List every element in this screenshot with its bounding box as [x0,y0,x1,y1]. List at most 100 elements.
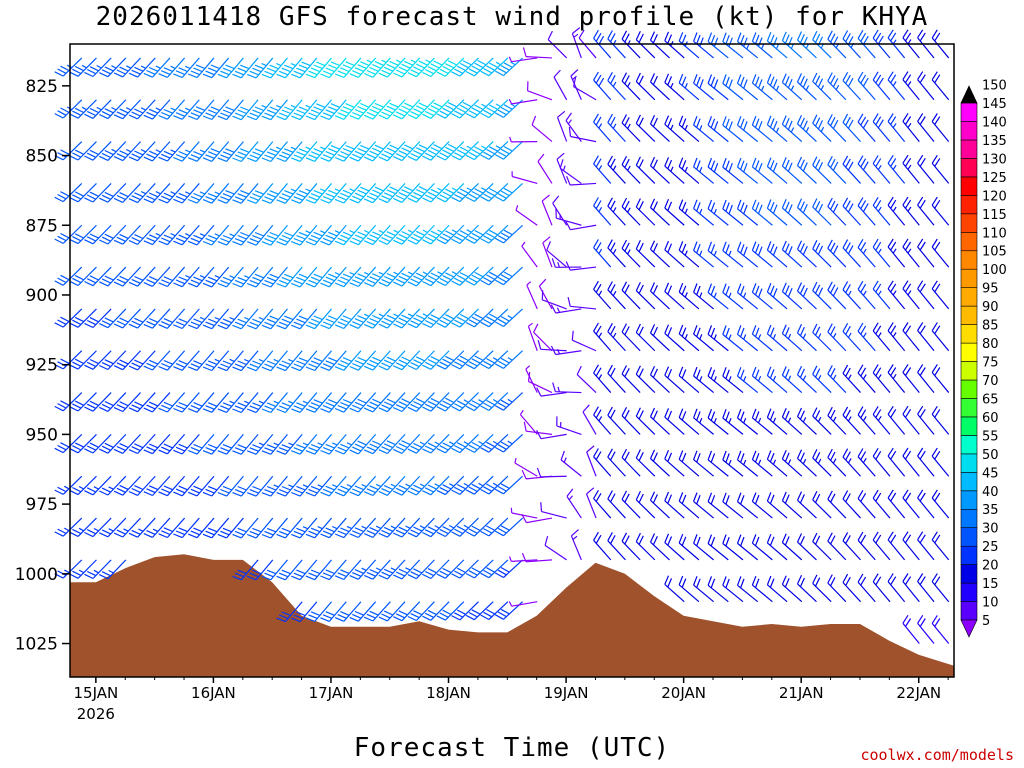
barb-flag [781,31,787,41]
barb-half-flag [346,484,352,488]
barb-flag [74,442,84,448]
barb-flag [887,322,894,332]
barb-flag [340,360,350,365]
barb-flag [424,570,434,577]
barb-flag [57,193,67,200]
wind-barb [143,308,171,329]
barb-half-flag [425,59,431,63]
barb-half-flag [419,525,425,529]
wind-barb [902,71,920,101]
wind-barb [261,517,288,539]
barb-flag [281,234,291,240]
barb-half-flag [598,206,603,213]
barb-flag [830,326,836,336]
barb-flag [725,34,730,45]
barb-staff [693,417,714,435]
barb-half-flag [302,526,309,530]
barb-half-flag [305,230,311,234]
barb-flag [320,408,330,413]
barb-flag [877,35,884,45]
barb-flag [190,446,200,452]
barb-flag [352,572,362,577]
barb-flag [389,186,399,192]
barb-flag [664,282,670,292]
barb-flag [342,357,352,362]
barb-staff [372,601,391,622]
barb-staff [401,99,421,120]
barb-flag [480,363,490,370]
barb-flag [175,446,186,452]
barb-flag [480,238,490,244]
barb-flag [322,195,333,201]
barb-flag [69,406,79,412]
barb-staff [107,141,127,161]
barb-flag [357,356,367,362]
barb-flag [57,68,67,74]
wind-barb [509,136,538,143]
barb-flag [313,315,323,321]
barb-flag [278,279,289,285]
barb-flag [293,614,303,620]
barb-half-flag [892,123,897,129]
barb-staff [122,266,141,287]
colorbar-label: 85 [982,319,999,334]
barb-staff [782,583,803,603]
barb-staff [857,330,876,352]
barb-half-flag [847,458,852,464]
wind-barb [349,392,377,413]
barb-flag [696,536,701,547]
barb-flag [69,155,79,161]
barb-flag [862,77,869,87]
barb-flag [161,362,171,368]
barb-flag [276,241,286,246]
barb-flag [919,241,926,251]
barb-flag [237,402,247,407]
wind-barb [422,350,450,370]
barb-flag [217,450,227,455]
barb-staff [635,415,656,435]
barb-flag [128,198,138,204]
barb-flag [757,120,763,131]
barb-flag [459,146,469,152]
barb-flag [293,237,303,243]
barb-flag [187,408,198,413]
barb-flag [624,535,630,545]
colorbar-segment [960,508,978,529]
barb-half-flag [728,417,732,424]
barb-staff [459,601,479,621]
barb-flag [190,405,200,410]
wind-barb [568,127,597,143]
wind-barb [736,199,759,226]
barb-flag [814,493,821,503]
wind-barb [902,154,920,184]
credit-link[interactable]: coolwx.com/models [860,746,1014,764]
wind-barb [320,434,347,455]
barb-staff [650,416,670,435]
barb-half-flag [805,85,810,91]
barb-flag [278,238,289,243]
barb-flag [291,617,301,623]
barb-flag [89,317,99,323]
barb-staff [827,80,847,101]
barb-staff [576,374,597,394]
wind-barb [217,224,244,246]
barb-half-flag [393,229,399,234]
barb-flag [621,490,628,500]
barb-flag [430,314,440,320]
barb-staff [211,266,230,288]
barb-flag [89,275,99,281]
barb-staff [887,288,906,310]
wind-barb [751,575,773,603]
barb-flag [254,231,265,237]
barb-staff [693,333,714,352]
barb-flag [217,157,227,162]
barb-flag [395,194,405,201]
barb-staff [528,380,553,394]
barb-flag [456,149,466,155]
barb-flag [754,411,760,421]
barb-flag [497,276,507,283]
barb-staff [650,123,670,143]
barb-flag [89,358,99,365]
barb-flag [471,316,481,322]
barb-half-flag [364,229,370,234]
